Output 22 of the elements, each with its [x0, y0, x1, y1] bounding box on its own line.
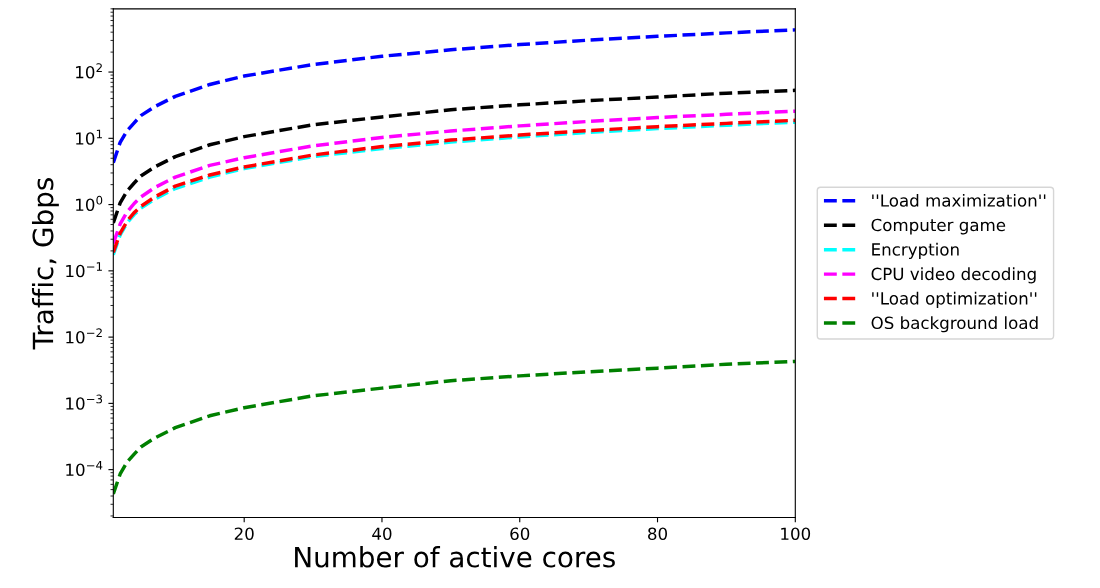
- legend-label: ''Load maximization'': [872, 193, 1046, 207]
- x-tick-label: 100: [781, 527, 811, 541]
- y-tick-label: 10$^{0}$: [76, 195, 103, 212]
- legend-label: ''Load optimization'': [872, 291, 1037, 308]
- x-tick-label: 20: [234, 527, 254, 541]
- line-series: [113, 28, 796, 165]
- y-axis-title: Traffic, Gbps: [31, 178, 59, 350]
- y-tick-label: 10$^{1}$: [76, 129, 102, 145]
- y-tick-label: 10$^{−4}$: [66, 460, 103, 477]
- line-series: [113, 359, 796, 496]
- legend-label: CPU video decoding: [871, 267, 1036, 284]
- legend-label: Computer game: [871, 218, 1006, 235]
- y-tick-label: 10$^{−3}$: [66, 394, 103, 410]
- x-tick-label: 60: [510, 527, 530, 541]
- y-tick-label: 10$^{2}$: [76, 63, 102, 79]
- x-tick-label: 40: [372, 527, 392, 541]
- y-tick-label: 10$^{−2}$: [66, 328, 102, 344]
- x-tick-label: 80: [648, 527, 668, 541]
- y-tick-label: 10$^{−1}$: [66, 262, 102, 278]
- legend-label: OS background load: [871, 316, 1038, 333]
- legend-label: Encryption: [872, 242, 959, 259]
- x-axis-title: Number of active cores: [295, 546, 615, 568]
